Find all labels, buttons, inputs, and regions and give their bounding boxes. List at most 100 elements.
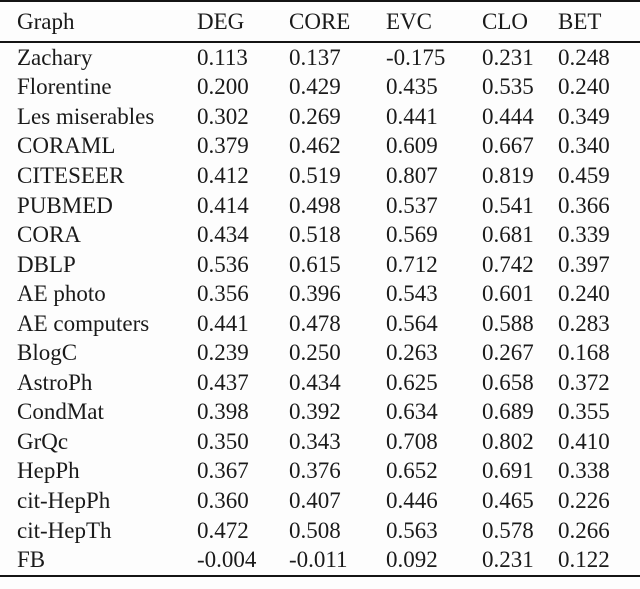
- graph-name-cell: Florentine: [17, 74, 112, 100]
- graph-name-cell: PUBMED: [17, 192, 113, 218]
- value-cell: 0.498: [289, 192, 341, 218]
- value-cell: 0.250: [289, 340, 341, 366]
- value-cell: 0.343: [289, 428, 341, 454]
- graph-name-cell: CORAML: [17, 133, 116, 159]
- value-cell: 0.459: [558, 162, 610, 188]
- value-cell: 0.535: [482, 74, 534, 100]
- value-cell: 0.414: [197, 192, 249, 218]
- table-row: CORAML 0.379 0.462 0.609 0.667 0.340: [0, 132, 640, 162]
- value-cell: 0.226: [558, 487, 610, 513]
- graph-name-cell: Zachary: [17, 44, 93, 70]
- value-cell: -0.011: [289, 547, 348, 573]
- value-cell: 0.407: [289, 487, 341, 513]
- table-header: Graph DEG CORE EVC CLO BET: [0, 1, 640, 43]
- graph-name-cell: CITESEER: [17, 162, 125, 188]
- value-cell: 0.689: [482, 399, 534, 425]
- table-row: DBLP 0.536 0.615 0.712 0.742 0.397: [0, 250, 640, 280]
- value-cell: 0.263: [386, 340, 438, 366]
- correlation-table: Graph DEG CORE EVC CLO BET Zachary 0.113 0…: [0, 0, 640, 577]
- value-cell: 0.802: [482, 428, 534, 454]
- table-row: cit-HepPh 0.360 0.407 0.446 0.465 0.226: [0, 486, 640, 516]
- table-body: Zachary 0.113 0.137 -0.175 0.231 0.248 Florent…: [0, 42, 640, 576]
- graph-name-cell: FB: [17, 547, 46, 573]
- value-cell: 0.807: [386, 162, 438, 188]
- value-cell: 0.366: [558, 192, 610, 218]
- value-cell: 0.446: [386, 487, 438, 513]
- value-cell: 0.588: [482, 310, 534, 336]
- value-cell: 0.543: [386, 281, 438, 307]
- value-cell: 0.819: [482, 162, 534, 188]
- value-cell: 0.434: [197, 222, 249, 248]
- value-cell: 0.240: [558, 281, 610, 307]
- value-cell: -0.004: [197, 547, 257, 573]
- table-row: CORA 0.434 0.518 0.569 0.681 0.339: [0, 220, 640, 250]
- value-cell: 0.472: [197, 517, 249, 543]
- value-cell: 0.578: [482, 517, 534, 543]
- value-cell: 0.349: [558, 103, 610, 129]
- value-cell: 0.563: [386, 517, 438, 543]
- value-cell: 0.376: [289, 458, 341, 484]
- graph-name-cell: AE computers: [17, 310, 150, 336]
- column-header-evc: EVC: [386, 1, 482, 43]
- value-cell: 0.541: [482, 192, 534, 218]
- value-cell: 0.634: [386, 399, 438, 425]
- value-cell: 0.122: [558, 547, 610, 573]
- value-cell: 0.712: [386, 251, 438, 277]
- value-cell: 0.691: [482, 458, 534, 484]
- value-cell: 0.379: [197, 133, 249, 159]
- value-cell: 0.465: [482, 487, 534, 513]
- value-cell: 0.441: [197, 310, 249, 336]
- value-cell: 0.248: [558, 44, 610, 70]
- value-cell: 0.601: [482, 281, 534, 307]
- value-cell: 0.355: [558, 399, 610, 425]
- value-cell: 0.444: [482, 103, 534, 129]
- graph-name-cell: AE photo: [17, 281, 106, 307]
- value-cell: 0.302: [197, 103, 249, 129]
- value-cell: 0.267: [482, 340, 534, 366]
- table-row: cit-HepTh 0.472 0.508 0.563 0.578 0.266: [0, 516, 640, 546]
- graph-name-cell: cit-HepPh: [17, 487, 111, 513]
- value-cell: 0.536: [197, 251, 249, 277]
- column-header-clo: CLO: [482, 1, 558, 43]
- value-cell: 0.397: [558, 251, 610, 277]
- value-cell: 0.283: [558, 310, 610, 336]
- table-row: CondMat 0.398 0.392 0.634 0.689 0.355: [0, 398, 640, 428]
- column-header-core: CORE: [289, 1, 386, 43]
- value-cell: 0.615: [289, 251, 341, 277]
- value-cell: 0.240: [558, 74, 610, 100]
- value-cell: 0.372: [558, 369, 610, 395]
- value-cell: 0.231: [482, 547, 534, 573]
- graph-name-cell: AstroPh: [17, 369, 93, 395]
- value-cell: 0.340: [558, 133, 610, 159]
- column-header-graph: Graph: [0, 1, 197, 43]
- value-cell: 0.266: [558, 517, 610, 543]
- graph-name-cell: BlogC: [17, 340, 78, 366]
- value-cell: 0.667: [482, 133, 534, 159]
- column-header-bet: BET: [558, 1, 640, 43]
- table-row: CITESEER 0.412 0.519 0.807 0.819 0.459: [0, 161, 640, 191]
- value-cell: 0.239: [197, 340, 249, 366]
- value-cell: 0.339: [558, 222, 610, 248]
- value-cell: 0.437: [197, 369, 249, 395]
- value-cell: 0.441: [386, 103, 438, 129]
- value-cell: 0.508: [289, 517, 341, 543]
- value-cell: 0.367: [197, 458, 249, 484]
- value-cell: 0.350: [197, 428, 249, 454]
- value-cell: 0.269: [289, 103, 341, 129]
- value-cell: 0.742: [482, 251, 534, 277]
- graph-name-cell: DBLP: [17, 251, 76, 277]
- value-cell: 0.410: [558, 428, 610, 454]
- value-cell: 0.478: [289, 310, 341, 336]
- value-cell: 0.681: [482, 222, 534, 248]
- table-row: AE computers 0.441 0.478 0.564 0.588 0.283: [0, 309, 640, 339]
- value-cell: 0.429: [289, 74, 341, 100]
- table-row: Les miserables 0.302 0.269 0.441 0.444 0.349: [0, 102, 640, 132]
- value-cell: 0.200: [197, 74, 249, 100]
- value-cell: 0.412: [197, 162, 249, 188]
- table-header-row: Graph DEG CORE EVC CLO BET: [0, 1, 640, 43]
- column-header-deg: DEG: [197, 1, 289, 43]
- table-row: GrQc 0.350 0.343 0.708 0.802 0.410: [0, 427, 640, 457]
- value-cell: 0.652: [386, 458, 438, 484]
- value-cell: 0.564: [386, 310, 438, 336]
- table-row: PUBMED 0.414 0.498 0.537 0.541 0.366: [0, 191, 640, 221]
